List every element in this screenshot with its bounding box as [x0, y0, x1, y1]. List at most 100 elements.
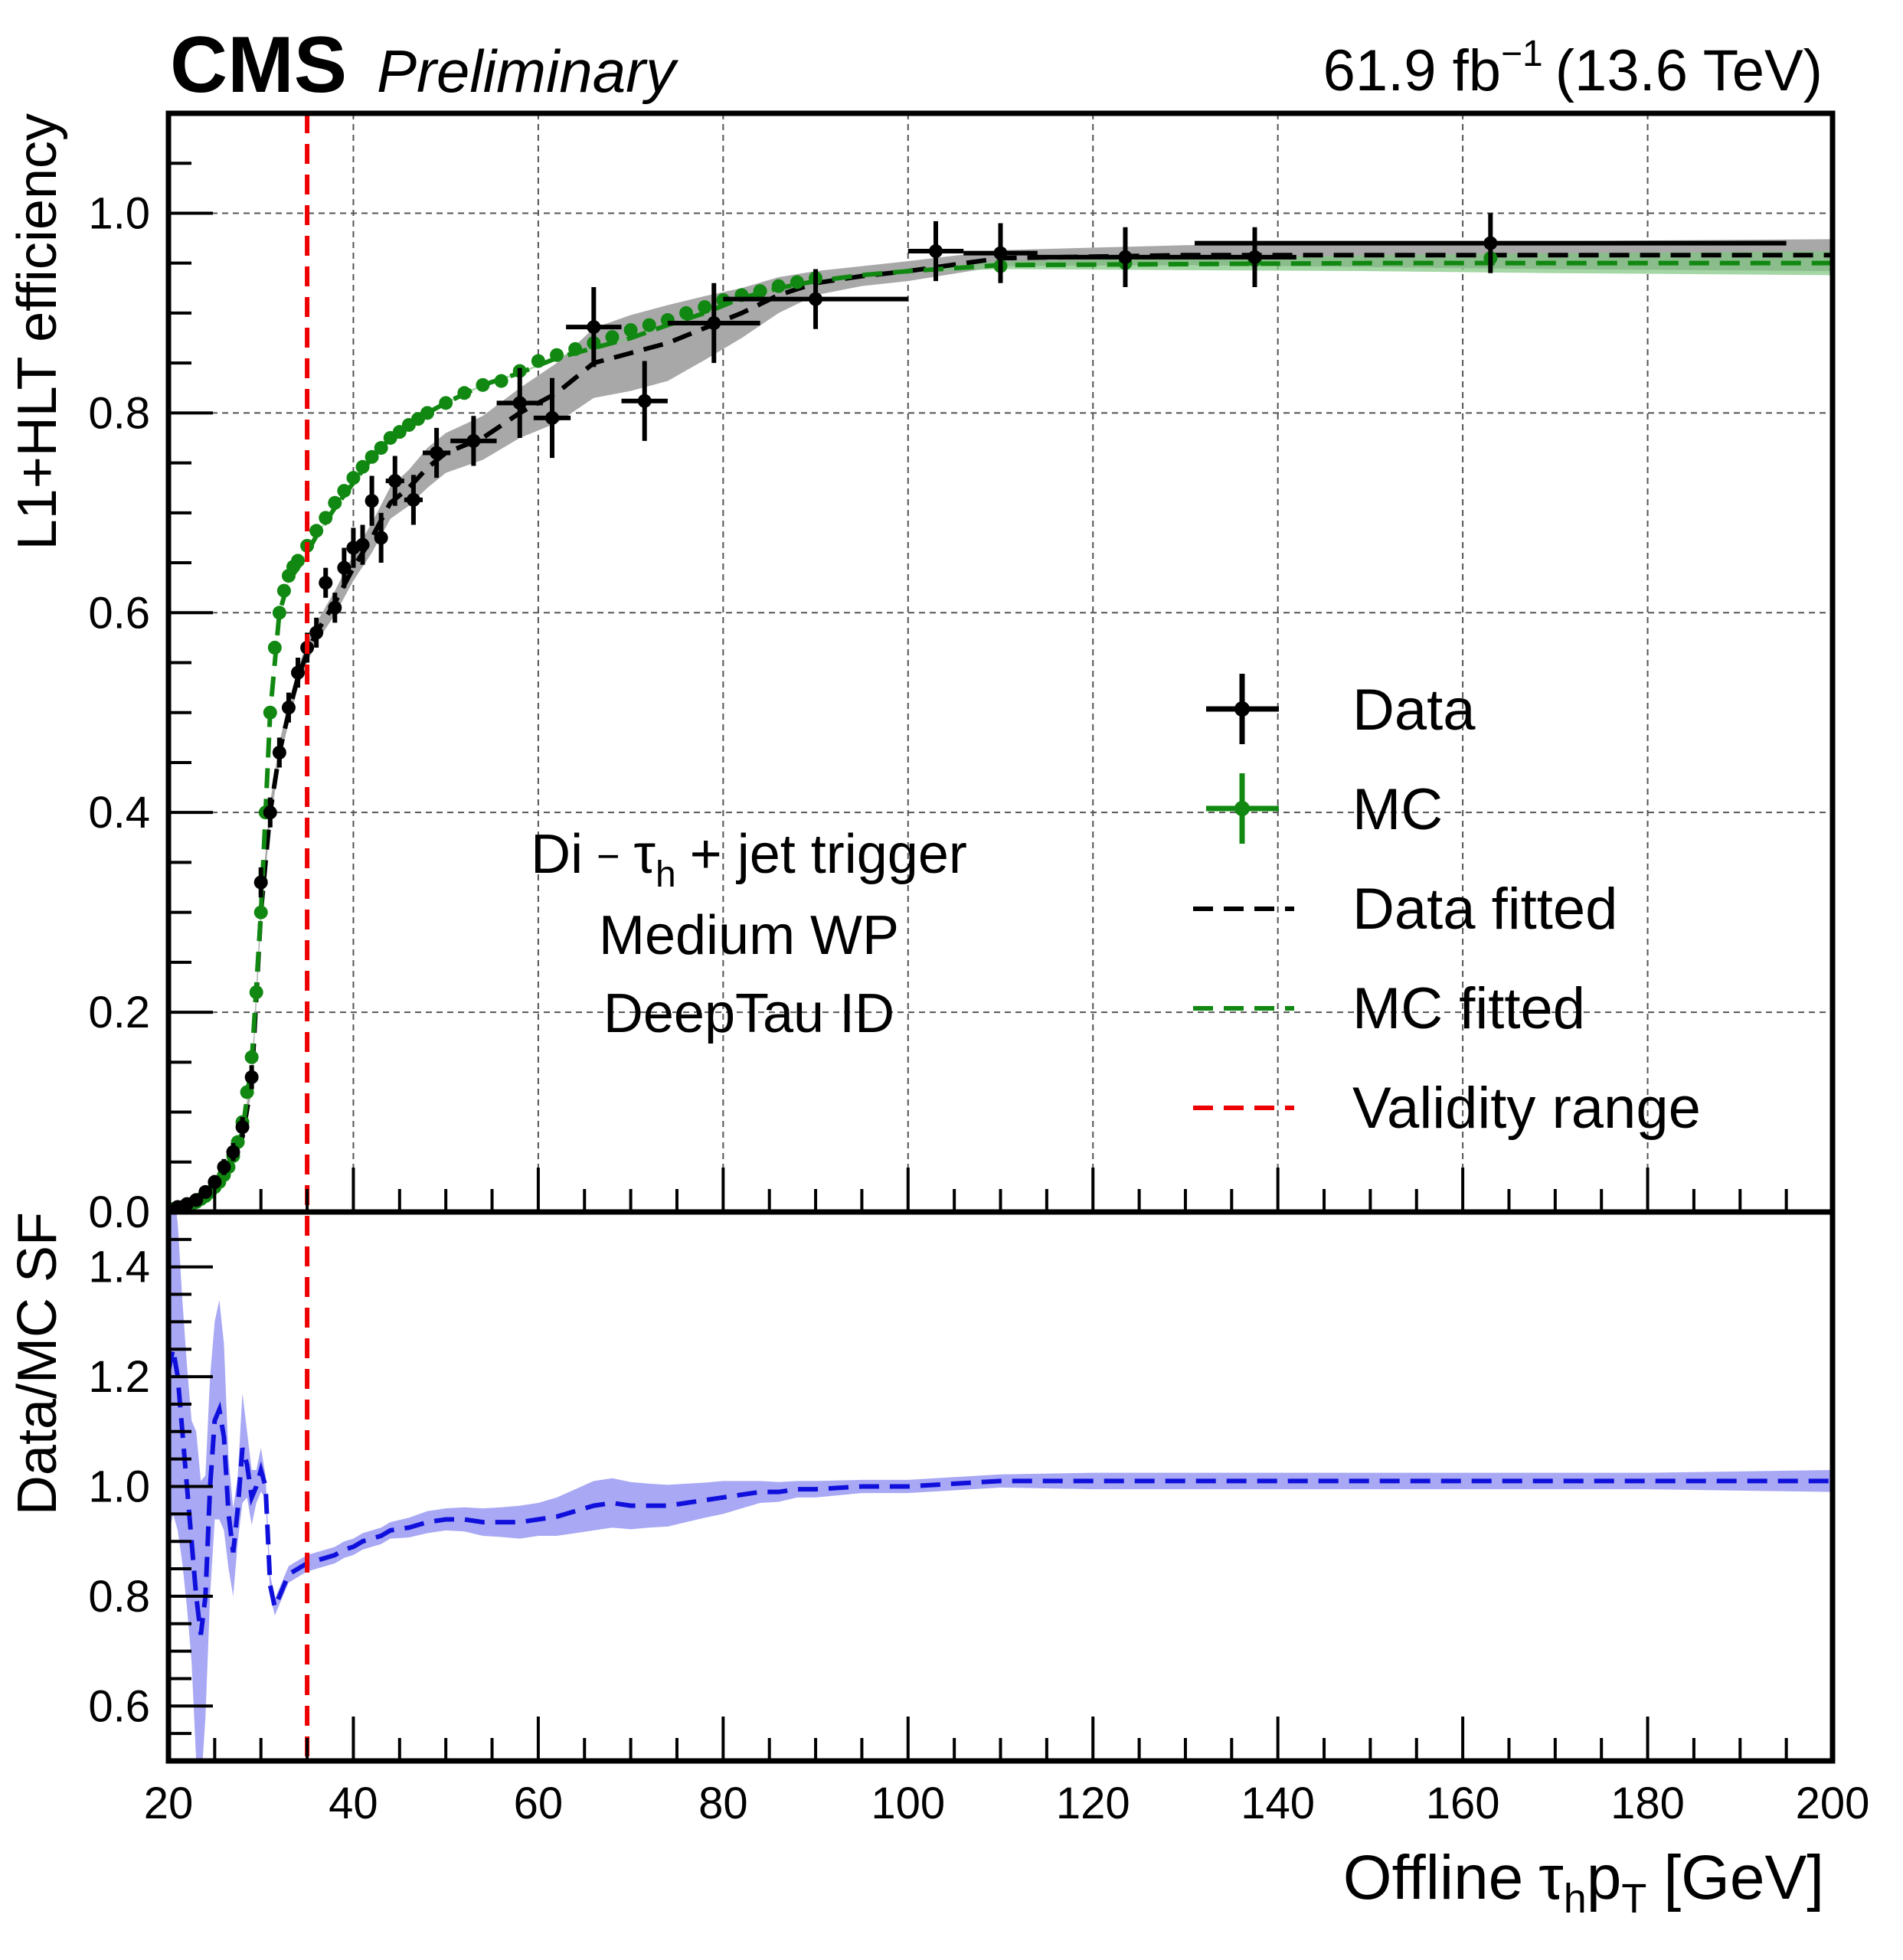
data-point [566, 286, 622, 368]
trigger-annotation: Di − τh + jet trigger Medium WP DeepTau ID [531, 824, 967, 1044]
y-tick-label-top: 0.6 [88, 588, 150, 638]
mc-point [249, 985, 263, 999]
x-tick-label: 160 [1426, 1779, 1500, 1828]
data-marker [587, 320, 601, 335]
legend-data-dot [1234, 701, 1250, 717]
mc-point [494, 374, 508, 388]
energy-label: (13.6 TeV) [1555, 38, 1823, 103]
mc-point [267, 640, 282, 655]
mc-marker [267, 640, 282, 655]
mc-marker [605, 330, 620, 345]
legend-mc-dot [1234, 801, 1250, 816]
mc-marker [550, 348, 564, 362]
data-marker [637, 394, 652, 408]
mc-point [319, 511, 333, 525]
legend-mc-label: MC [1352, 777, 1443, 842]
annotation-line1: Di − τh + jet trigger [531, 824, 967, 895]
data-point [533, 377, 571, 459]
data-marker [291, 665, 306, 680]
bottom-y-axis-title: Data/MC SF [7, 1212, 68, 1515]
mc-point [346, 471, 361, 485]
mc-point [679, 305, 694, 320]
y-tick-label-top: 1.0 [88, 188, 150, 238]
data-point [198, 1184, 213, 1199]
mc-point [605, 330, 620, 345]
y-tick-label-bottom: 1.2 [88, 1352, 150, 1402]
mc-marker [531, 354, 545, 368]
data-point [208, 1174, 222, 1189]
data-marker [189, 1193, 204, 1207]
data-marker [707, 315, 721, 330]
data-point [244, 1065, 259, 1089]
mc-marker [623, 323, 638, 338]
mc-marker [698, 300, 712, 315]
mc-point [550, 348, 564, 362]
mc-point [439, 396, 453, 410]
x-axis-title: Offline τhpT [GeV] [1343, 1843, 1824, 1922]
data-point [907, 220, 964, 282]
data-point [450, 416, 497, 466]
data-marker [328, 600, 342, 615]
data-point [404, 475, 423, 525]
y-tick-label-bottom: 1.4 [88, 1243, 150, 1292]
mc-marker [374, 441, 388, 456]
mc-marker [568, 341, 583, 356]
mc-point [476, 377, 490, 392]
mc-point [291, 554, 306, 568]
mc-point [531, 354, 545, 368]
annotation-line2: Medium WP [599, 905, 899, 966]
mc-marker [365, 449, 379, 464]
mc-point [420, 406, 435, 420]
data-marker [512, 396, 527, 410]
mc-point [253, 905, 268, 920]
data-marker [355, 537, 370, 552]
data-point [621, 361, 668, 441]
data-marker [244, 1070, 259, 1084]
data-point [355, 524, 370, 565]
x-tick-label: 140 [1241, 1779, 1315, 1828]
data-point [309, 617, 324, 648]
mc-marker [790, 275, 804, 289]
mc-point [374, 441, 388, 456]
mc-marker [476, 377, 490, 392]
legend-mc-fit-label: MC fitted [1352, 976, 1585, 1041]
legend-data-marker [1206, 674, 1279, 744]
x-tick-label: 180 [1610, 1779, 1685, 1828]
data-point [319, 567, 333, 598]
mc-point [698, 300, 712, 315]
data-point [189, 1193, 204, 1207]
x-tick-label: 20 [144, 1779, 194, 1828]
lumi-value: 61.9 fb [1323, 38, 1501, 103]
data-marker [928, 244, 943, 259]
data-point [1195, 213, 1787, 273]
data-marker [226, 1145, 240, 1159]
data-point [235, 1117, 250, 1138]
data-point [374, 512, 388, 564]
mc-marker [679, 305, 694, 320]
data-marker [263, 805, 277, 820]
mc-marker [771, 279, 786, 293]
data-marker [365, 494, 379, 508]
mc-point [642, 318, 656, 332]
mc-marker [494, 374, 508, 388]
data-marker [544, 410, 559, 425]
mc-marker [420, 406, 435, 420]
mc-marker [276, 583, 291, 598]
legend-data-fit-label: Data fitted [1352, 877, 1617, 942]
x-tick-label: 80 [698, 1779, 748, 1828]
data-point [1037, 227, 1214, 287]
mc-point [263, 705, 277, 720]
mc-marker [319, 511, 333, 525]
data-point [1213, 227, 1296, 287]
mc-points [168, 251, 1498, 1212]
mc-marker [346, 471, 361, 485]
mc-marker [253, 905, 268, 920]
mc-marker [337, 484, 351, 498]
data-fit-line [168, 253, 1833, 1211]
legend-data-label: Data [1352, 678, 1476, 743]
data-marker [993, 246, 1008, 260]
experiment-label: CMS [170, 21, 347, 109]
axis-ticks [167, 162, 1834, 1761]
data-marker [430, 446, 444, 460]
x-tick-label: 60 [514, 1779, 564, 1828]
